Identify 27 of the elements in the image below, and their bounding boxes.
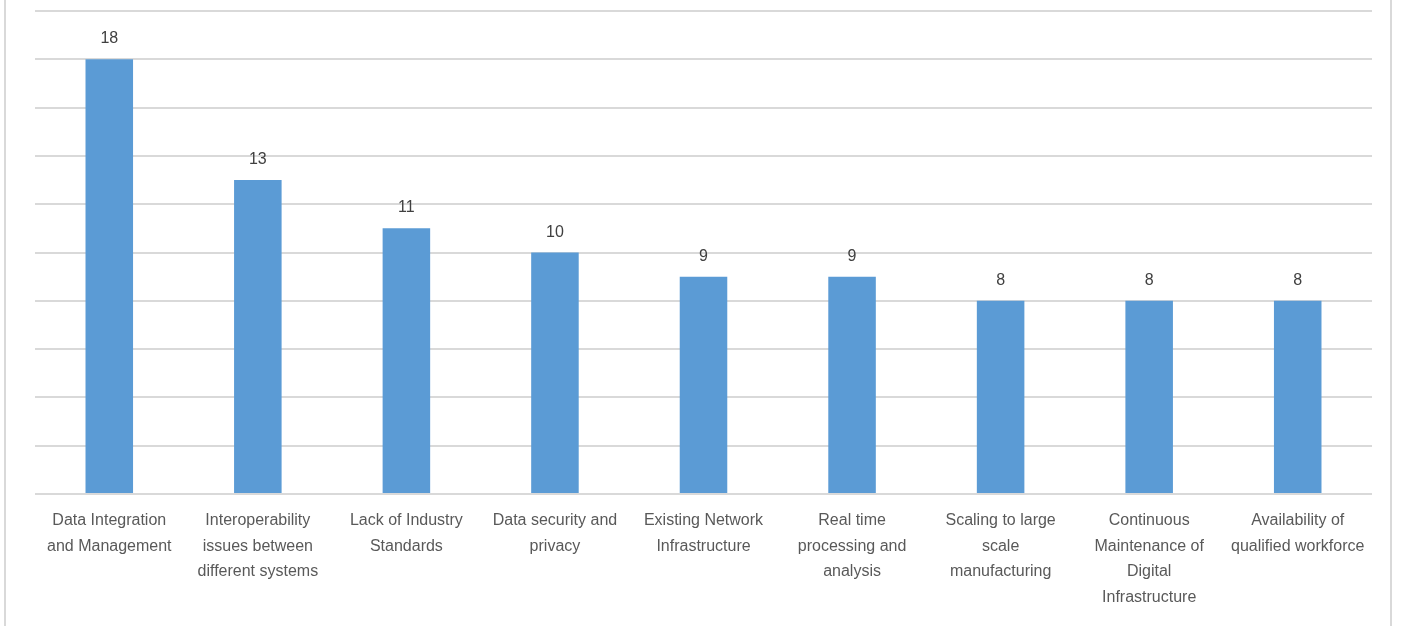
data-label: 8 [1293,270,1303,288]
data-label: 9 [847,246,857,264]
x-tick-label: Data security and privacy [492,511,618,554]
bar [531,252,579,493]
x-tick-label: Existing Network Infrastructure [643,511,765,554]
data-label: 10 [546,222,564,240]
data-label: 8 [996,270,1006,288]
bar [828,276,876,493]
x-tick-label: Scaling to large scale manufacturing [945,511,1056,580]
x-tick-label: Continuous Maintenance of Digital Infrastructure [1094,511,1205,606]
data-label: 18 [100,29,119,47]
bar [234,180,282,493]
bar [85,59,134,493]
bar [679,276,728,493]
x-tick-label: Interoperability issues between different systems [197,511,319,580]
x-tick-label: Data Integration and Management [47,511,173,554]
bar [1125,300,1173,493]
x-tick-label: Lack of Industry Standards [349,511,463,554]
bar [382,228,431,493]
data-label: 11 [398,198,415,216]
bar [1273,300,1322,493]
x-tick-label: Availability of qualified workforce [1231,511,1365,554]
data-label: 13 [248,150,267,168]
data-label: 8 [1144,270,1154,288]
bar [976,300,1025,493]
x-tick-label: Real time processing and analysis [797,511,907,580]
data-label: 9 [699,246,709,264]
